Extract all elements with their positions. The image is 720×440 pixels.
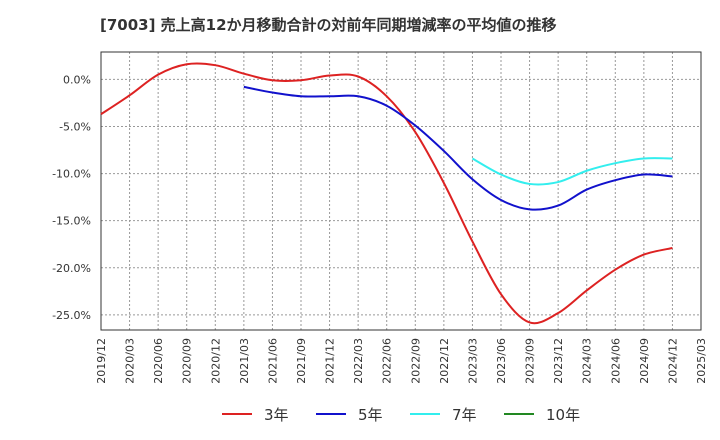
series-line-2 [243, 85, 673, 211]
legend-label: 7年 [452, 405, 477, 424]
x-tick-label: 2020/09 [181, 338, 194, 384]
x-tick-label: 2021/09 [295, 338, 308, 384]
x-tick-label: 2024/03 [581, 338, 594, 384]
x-tick-label: 2021/03 [238, 338, 251, 384]
legend-item: 7年 [410, 402, 477, 426]
x-tick-label: 2022/09 [409, 338, 422, 384]
x-tick-label: 2019/12 [95, 338, 108, 384]
chart-legend: 3年 5年 7年 10年 [0, 402, 720, 426]
legend-label: 5年 [358, 405, 383, 424]
y-tick-label: -25.0% [52, 309, 91, 322]
legend-label: 3年 [264, 405, 289, 424]
legend-item: 3年 [222, 402, 289, 426]
series-line-3 [471, 157, 673, 186]
x-tick-label: 2022/06 [381, 338, 394, 384]
y-tick-label: 0.0% [63, 73, 91, 86]
y-tick-label: -5.0% [59, 120, 91, 133]
line-chart: 2019/12 2020/03 2020/06 2020/09 2020/12 2021/… [52, 51, 708, 384]
legend-swatch [316, 413, 346, 415]
legend-label: 10年 [546, 405, 581, 424]
plot-border [100, 51, 702, 331]
x-tick-label: 2025/03 [695, 338, 708, 384]
x-tick-label: 2023/06 [495, 338, 508, 384]
x-tick-label: 2021/12 [324, 338, 337, 384]
legend-item: 10年 [504, 402, 580, 426]
x-tick-label: 2022/03 [352, 338, 365, 384]
x-tick-label: 2022/12 [438, 338, 451, 384]
legend-swatch [504, 413, 534, 415]
x-tick-label: 2021/06 [266, 338, 279, 384]
y-tick-label: -20.0% [52, 262, 91, 275]
y-tick-label: -15.0% [52, 215, 91, 228]
x-tick-label: 2023/09 [524, 338, 537, 384]
legend-item: 5年 [316, 402, 383, 426]
chart-title: [7003] 売上高12か月移動合計の対前年同期増減率の平均値の推移 [100, 16, 557, 34]
x-tick-label: 2023/12 [552, 338, 565, 384]
x-tick-label: 2023/03 [466, 338, 479, 384]
legend-swatch [222, 413, 252, 415]
plot-area [101, 52, 701, 330]
x-tick-label: 2020/12 [209, 338, 222, 384]
x-tick-label: 2020/06 [152, 338, 165, 384]
y-tick-label: -10.0% [52, 168, 91, 181]
series-line-1 [100, 62, 673, 325]
x-tick-label: 2024/06 [609, 338, 622, 384]
x-tick-label: 2020/03 [124, 338, 137, 384]
x-tick-label: 2024/09 [638, 338, 651, 384]
legend-swatch [410, 413, 440, 415]
x-tick-label: 2024/12 [666, 338, 679, 384]
